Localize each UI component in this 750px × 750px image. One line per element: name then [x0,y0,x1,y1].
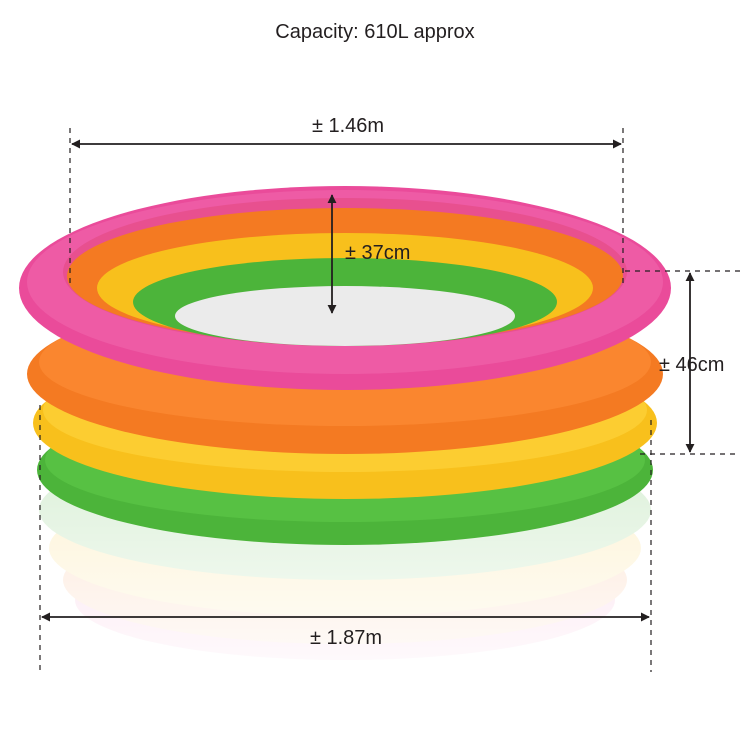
capacity-caption: Capacity: 610L approx [275,21,475,43]
pool-floor [175,286,515,346]
dimension-markers [39,128,740,672]
outer-diameter-label: ± 1.87m [309,627,383,649]
inner-diameter-label: ± 1.46m [311,115,385,137]
pool-interior [63,198,627,346]
outer-height-label: ± 46cm [659,354,725,376]
inner-depth-label: ± 37cm [345,242,411,264]
